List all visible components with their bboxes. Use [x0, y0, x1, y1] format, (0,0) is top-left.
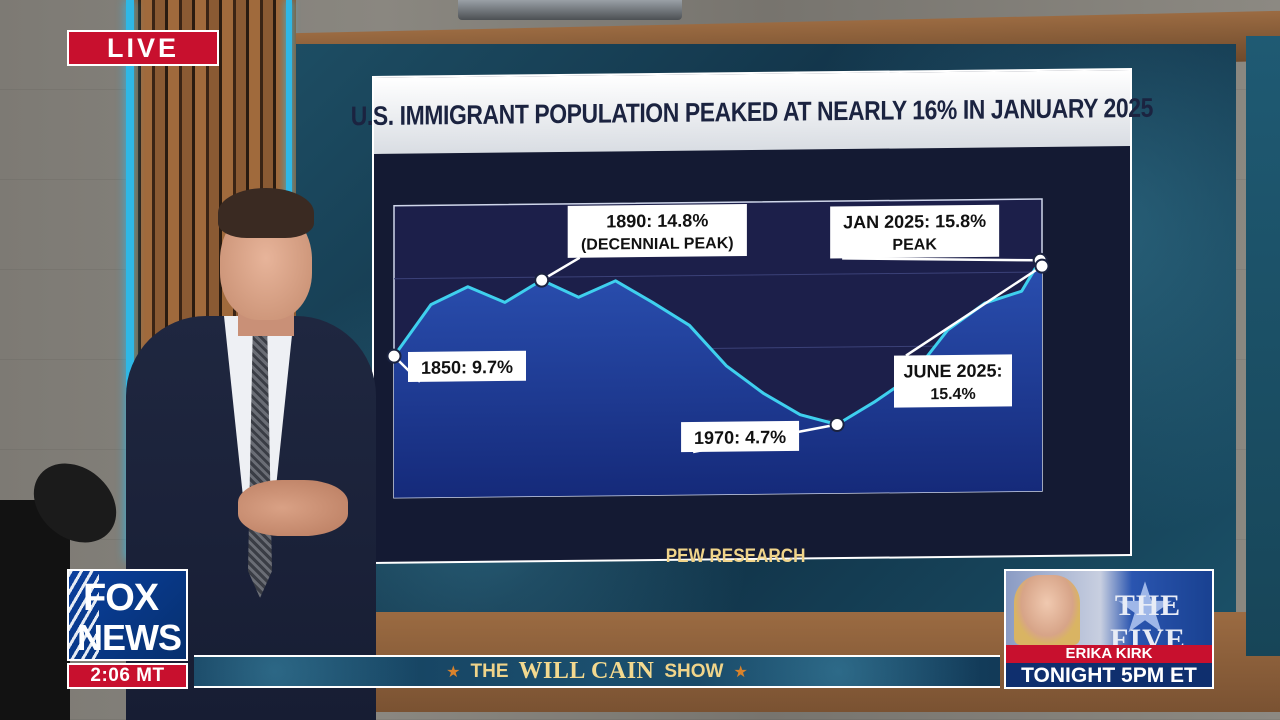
callout-label: 1970: 4.7% [694, 427, 786, 448]
clock-text: 2:06 MT [90, 665, 165, 686]
show-prefix: THE [470, 660, 509, 682]
live-badge: LIVE [67, 30, 219, 66]
callout-box [830, 204, 1000, 259]
show-name-bar: ★ THE WILL CAIN SHOW ★ [194, 655, 1000, 688]
ceiling-light [458, 0, 682, 20]
blue-light-strip [126, 0, 134, 560]
callout-label: JUNE 2025: [903, 361, 1002, 382]
fox-news-logo: FOX NEWS [67, 569, 188, 661]
chart-panel: U.S. IMMIGRANT POPULATION PEAKED AT NEAR… [351, 70, 1153, 562]
anchor-tie [248, 328, 272, 598]
anchor-hands [238, 480, 348, 536]
callout-label: 15.4% [930, 386, 975, 403]
callout-leader [842, 257, 1041, 262]
show-suffix: SHOW [664, 660, 724, 682]
promo-host: ERIKA KIRK [1006, 645, 1212, 663]
anchor-hair [218, 188, 314, 238]
data-point-marker [534, 272, 550, 288]
live-label: LIVE [106, 32, 179, 63]
camera-body [0, 500, 70, 720]
callout-box [408, 350, 526, 382]
callout-label: 1890: 14.8% [606, 210, 708, 231]
chart-source: PEW RESEARCH [665, 546, 806, 567]
callout-box [681, 420, 800, 453]
data-point-marker [386, 348, 402, 364]
show-name: WILL CAIN [518, 658, 655, 684]
data-point-marker [1034, 258, 1050, 274]
callout-label: 1850: 9.7% [421, 357, 513, 378]
blue-light-strip-right [286, 0, 292, 200]
promo-time: TONIGHT 5PM ET [1006, 663, 1212, 687]
callout-label: PEAK [892, 236, 937, 253]
callout-label: (DECENNIAL PEAK) [581, 235, 734, 254]
gridline [394, 271, 1042, 280]
star-icon: ★ [1113, 569, 1177, 647]
callout-label: JAN 2025: 15.8% [843, 211, 986, 232]
series-area [394, 260, 1042, 498]
studio-camera [0, 447, 150, 720]
studio-video-wall-right [1246, 36, 1280, 656]
program-promo: ★ THE FIVE ERIKA KIRK TONIGHT 5PM ET [1004, 569, 1214, 689]
callout-leader [905, 265, 1043, 357]
logo-fox-text: FOX [83, 577, 159, 619]
callout-box [567, 203, 747, 258]
logo-news-text: NEWS [77, 617, 182, 658]
data-point-marker [829, 416, 845, 432]
broadcast-clock: 2:06 MT [67, 663, 188, 689]
star-icon: ★ [446, 663, 461, 681]
star-icon: ★ [733, 663, 748, 681]
host-portrait [1014, 575, 1080, 645]
callout-box [894, 354, 1012, 408]
area-chart: 1850: 9.7% 1890: 14.8% (DECENNIAL PEAK) 197… [386, 198, 1050, 499]
logo-stripes [69, 571, 99, 659]
